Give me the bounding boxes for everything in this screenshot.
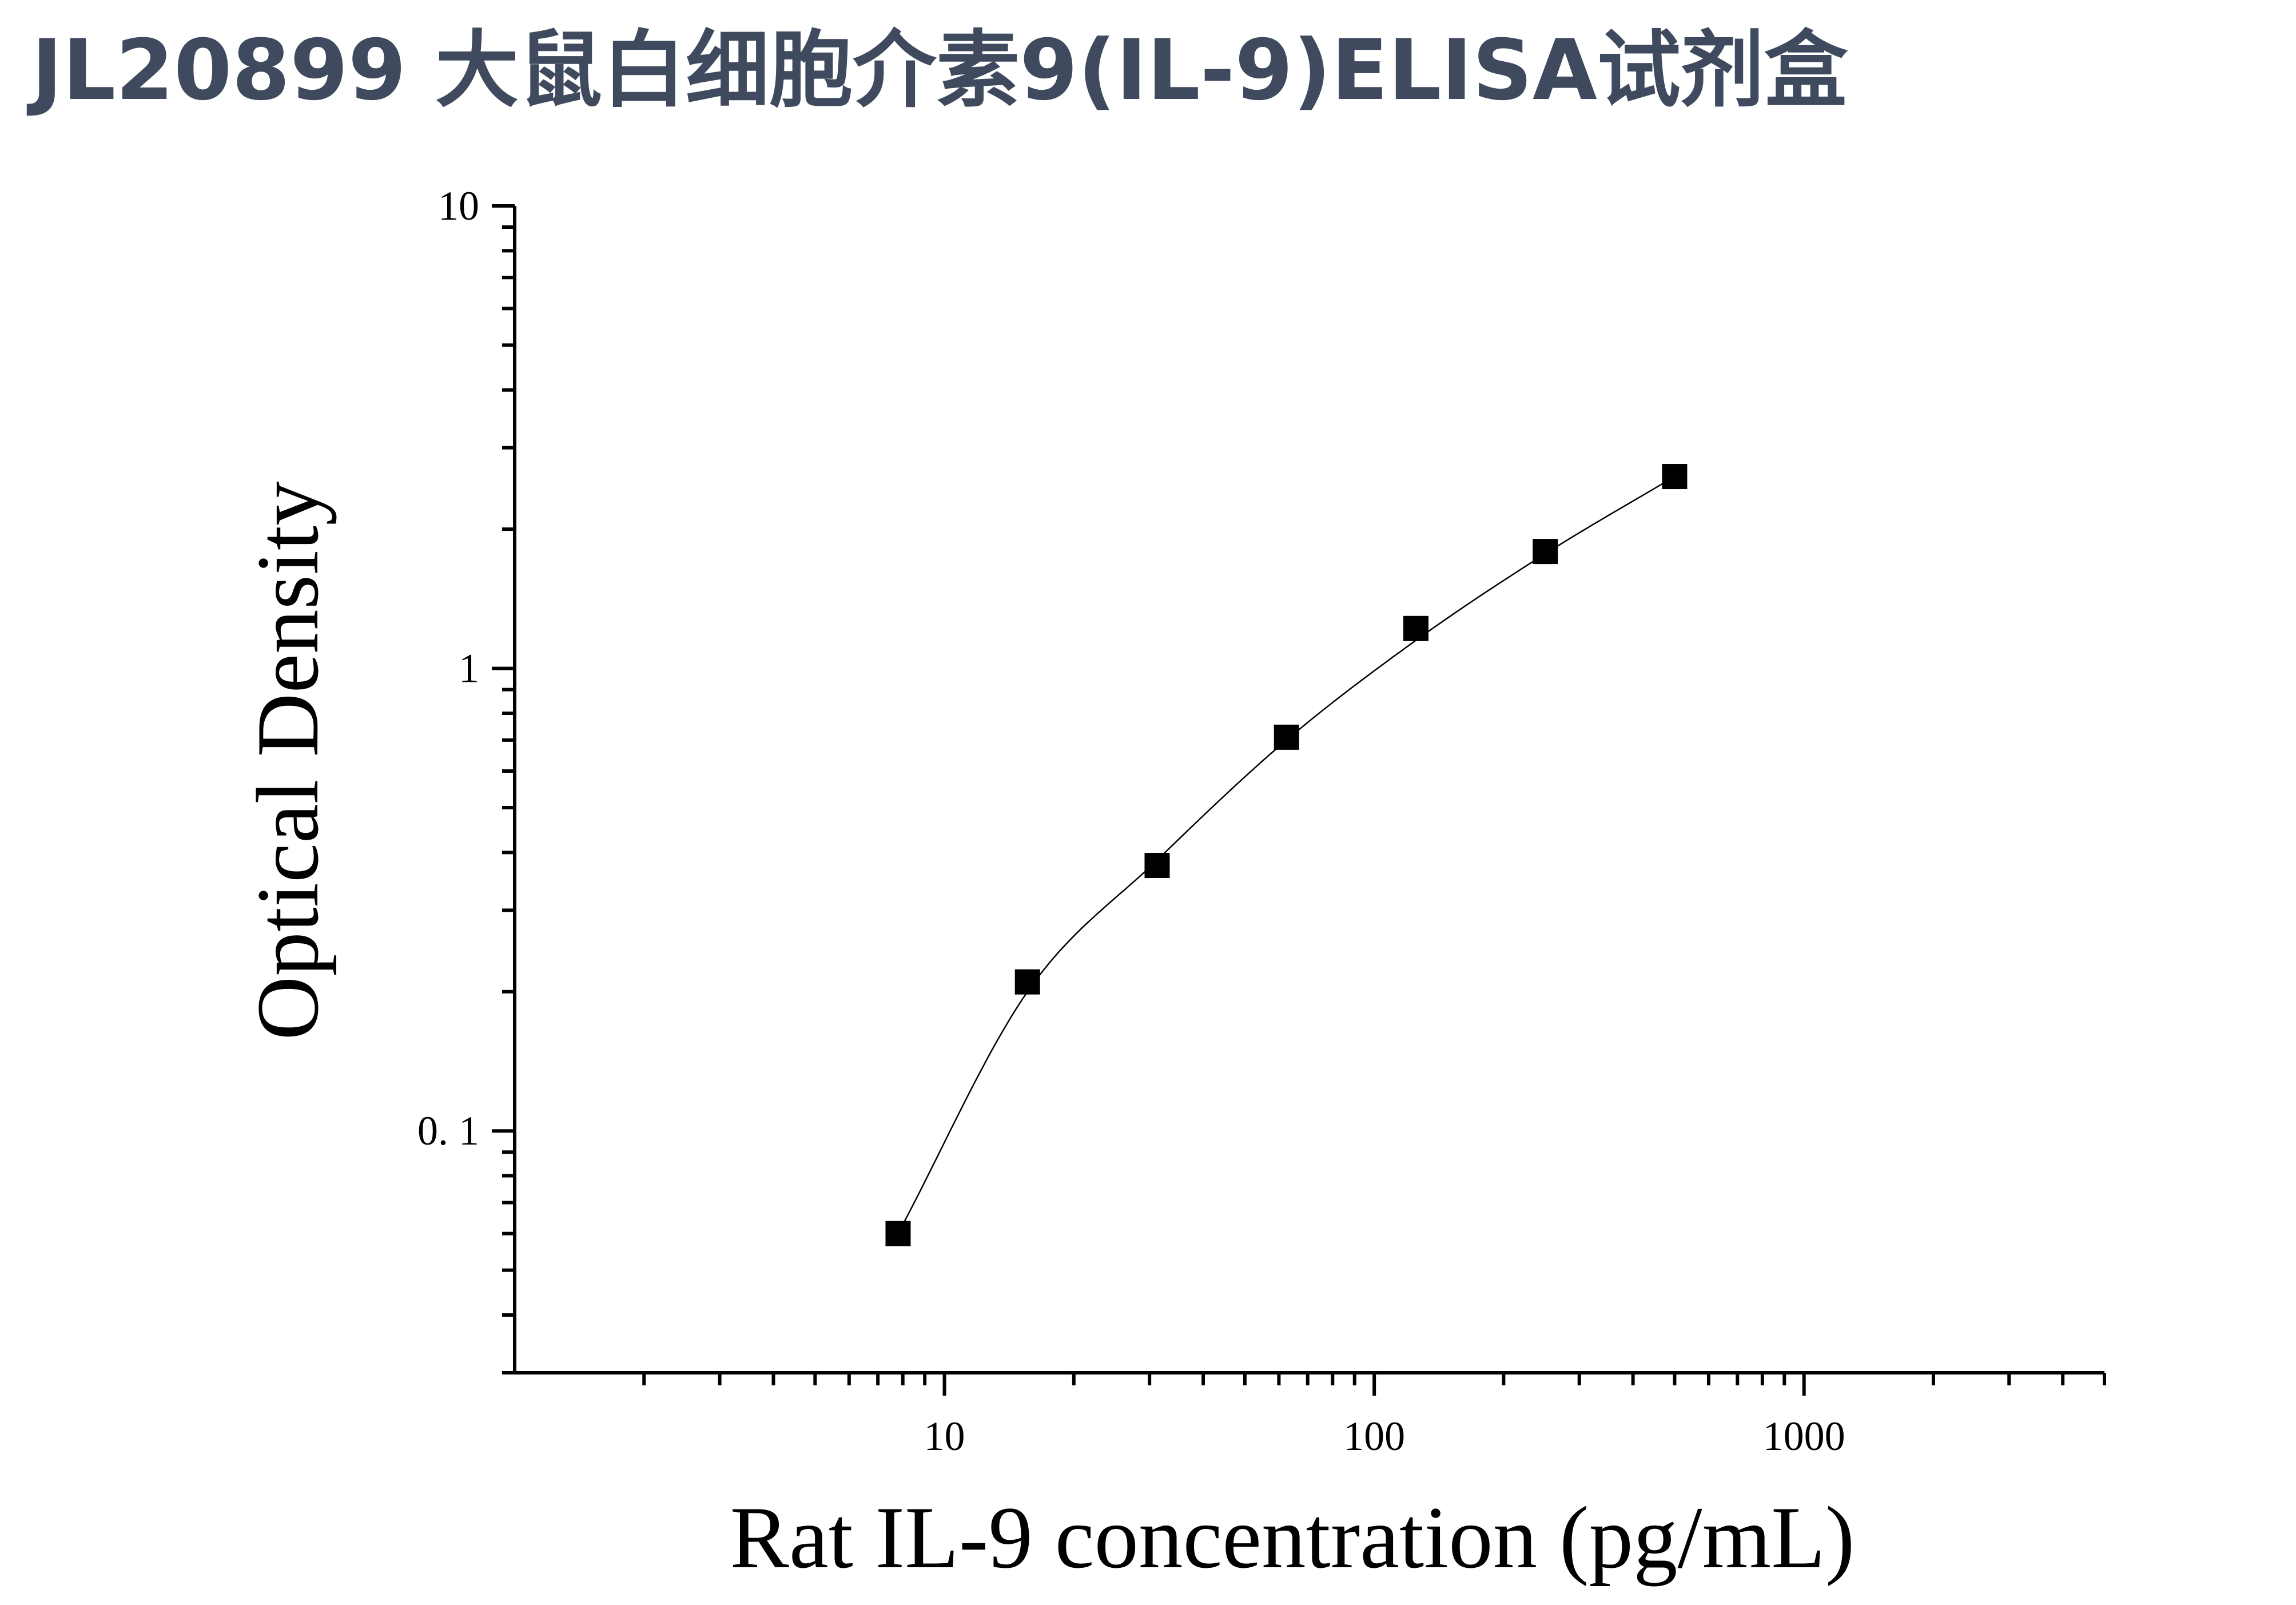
data-point-marker (885, 1221, 911, 1246)
fit-curve (897, 476, 1676, 1234)
x-tick-label: 10 (924, 1413, 965, 1459)
tick-labels: 10 1 0. 1 10 100 1000 (417, 183, 1845, 1459)
data-point-marker (1533, 539, 1558, 565)
y-tick-label: 1 (459, 646, 479, 692)
data-point-marker (1403, 615, 1428, 641)
x-tick-label: 1000 (1763, 1413, 1845, 1459)
data-markers (885, 464, 1688, 1246)
x-tick-label: 100 (1343, 1413, 1405, 1459)
data-point-marker (1144, 853, 1170, 879)
page-title: JL20899 大鼠白细胞介素9(IL-9)ELISA试剂盒 (31, 22, 1848, 119)
y-tick-label: 0. 1 (417, 1108, 479, 1154)
data-point-marker (1662, 464, 1688, 490)
x-axis-title: Rat IL-9 concentration (pg/mL) (730, 1488, 1855, 1587)
data-point-marker (1014, 969, 1040, 995)
y-axis-title: Optical Density (238, 481, 337, 1040)
data-point-marker (1274, 724, 1299, 750)
major-ticks (492, 204, 1806, 1396)
minor-ticks (502, 225, 2106, 1385)
y-tick-label: 10 (438, 183, 479, 229)
